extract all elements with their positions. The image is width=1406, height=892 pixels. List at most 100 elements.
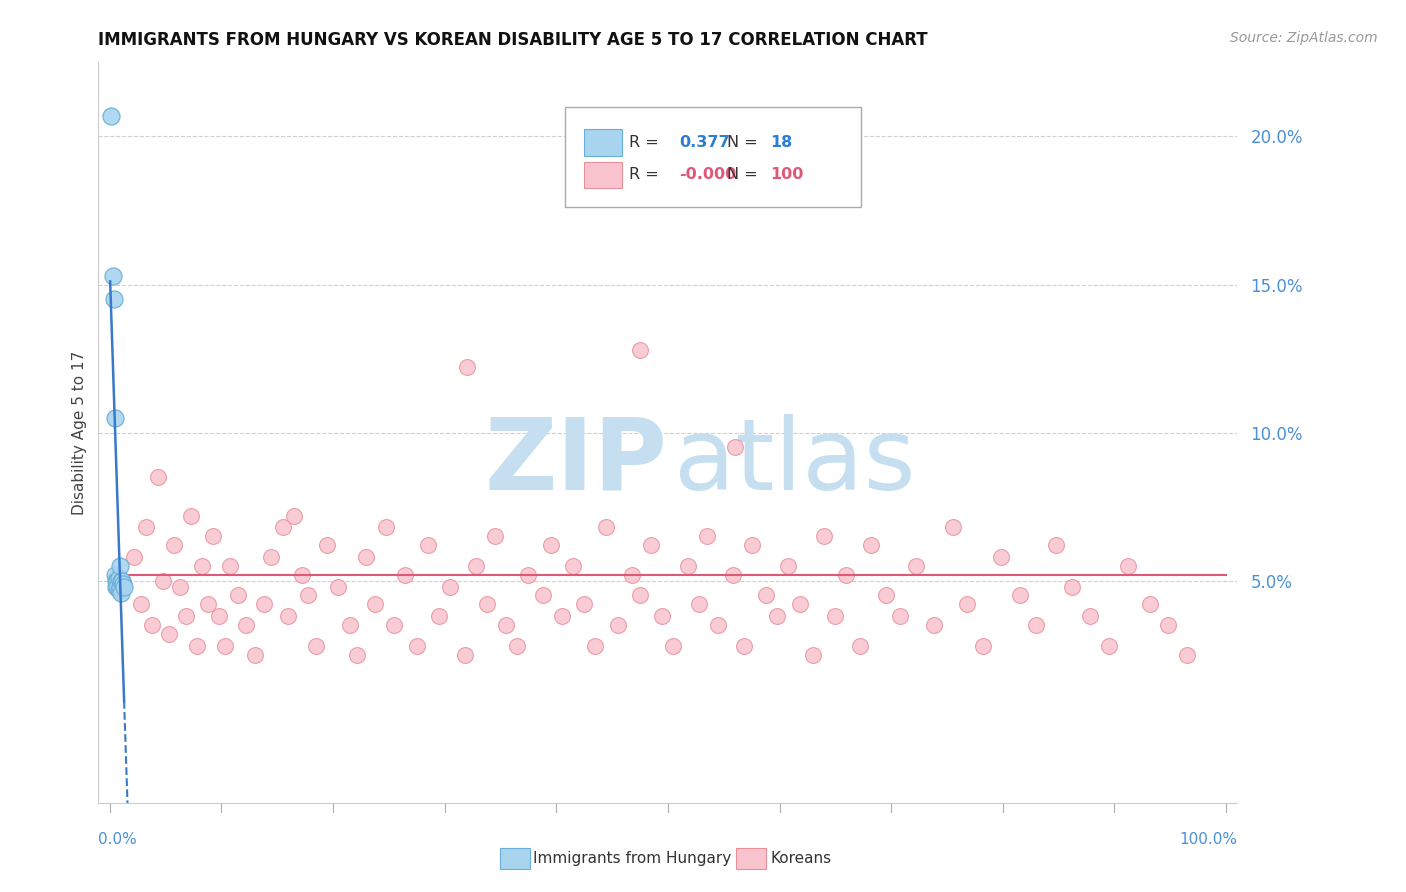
- Point: [101, 268, 124, 283]
- Point: [157, 627, 180, 641]
- Point: [103, 293, 125, 307]
- Point: [990, 549, 1012, 564]
- Point: [531, 589, 554, 603]
- Point: [271, 520, 294, 534]
- Point: [875, 589, 897, 603]
- Point: [456, 360, 478, 375]
- Text: R =: R =: [628, 168, 664, 183]
- Point: [243, 648, 266, 662]
- Point: [174, 609, 197, 624]
- Point: [169, 580, 191, 594]
- Y-axis label: Disability Age 5 to 17: Disability Age 5 to 17: [72, 351, 87, 515]
- Point: [495, 618, 517, 632]
- Point: [721, 567, 744, 582]
- FancyBboxPatch shape: [737, 848, 766, 870]
- Point: [942, 520, 965, 534]
- Text: Immigrants from Hungary: Immigrants from Hungary: [533, 851, 731, 866]
- Text: N =: N =: [727, 168, 763, 183]
- Point: [405, 639, 427, 653]
- Point: [849, 639, 872, 653]
- Point: [972, 639, 994, 653]
- Point: [186, 639, 208, 653]
- Text: 0.0%: 0.0%: [98, 832, 138, 847]
- Point: [1175, 648, 1198, 662]
- Point: [214, 639, 236, 653]
- Point: [235, 618, 257, 632]
- Text: N =: N =: [727, 135, 763, 150]
- Point: [107, 580, 129, 594]
- Point: [291, 567, 314, 582]
- Point: [595, 520, 617, 534]
- Point: [1139, 598, 1161, 612]
- Point: [778, 558, 800, 573]
- Point: [688, 598, 710, 612]
- Point: [766, 609, 789, 624]
- Point: [208, 609, 231, 624]
- Point: [416, 538, 439, 552]
- Point: [956, 598, 979, 612]
- Text: 0.377: 0.377: [679, 135, 730, 150]
- Point: [104, 567, 127, 582]
- Point: [755, 589, 778, 603]
- Point: [904, 558, 927, 573]
- Point: [394, 567, 416, 582]
- Text: Koreans: Koreans: [770, 851, 831, 866]
- FancyBboxPatch shape: [583, 161, 623, 188]
- Point: [110, 574, 132, 588]
- Point: [835, 567, 858, 582]
- Point: [1157, 618, 1180, 632]
- Point: [152, 574, 174, 588]
- Point: [112, 580, 135, 594]
- Point: [111, 576, 134, 591]
- Point: [640, 538, 662, 552]
- Point: [741, 538, 763, 552]
- Point: [253, 598, 276, 612]
- Point: [316, 538, 339, 552]
- Text: Source: ZipAtlas.com: Source: ZipAtlas.com: [1230, 31, 1378, 45]
- Point: [202, 529, 225, 543]
- Point: [105, 574, 128, 588]
- Point: [129, 598, 152, 612]
- Point: [1008, 589, 1031, 603]
- Point: [724, 441, 747, 455]
- Point: [696, 529, 718, 543]
- Point: [506, 639, 529, 653]
- Point: [789, 598, 811, 612]
- Point: [260, 549, 283, 564]
- Point: [180, 508, 202, 523]
- Point: [226, 589, 249, 603]
- Point: [104, 410, 127, 425]
- Point: [860, 538, 883, 552]
- Point: [1078, 609, 1101, 624]
- Point: [439, 580, 461, 594]
- Point: [339, 618, 361, 632]
- Point: [540, 538, 562, 552]
- Point: [346, 648, 368, 662]
- Point: [305, 639, 328, 653]
- FancyBboxPatch shape: [583, 129, 623, 156]
- Point: [100, 109, 122, 123]
- Point: [197, 598, 219, 612]
- Point: [662, 639, 685, 653]
- Point: [328, 580, 350, 594]
- Point: [922, 618, 945, 632]
- Point: [105, 580, 128, 594]
- Point: [583, 639, 606, 653]
- Point: [382, 618, 405, 632]
- Point: [297, 589, 319, 603]
- Point: [141, 618, 163, 632]
- Point: [1025, 618, 1047, 632]
- Point: [122, 549, 145, 564]
- Point: [107, 574, 129, 588]
- Point: [111, 574, 134, 588]
- Point: [676, 558, 699, 573]
- Point: [484, 529, 506, 543]
- Text: atlas: atlas: [673, 414, 915, 511]
- Point: [475, 598, 498, 612]
- Text: -0.000: -0.000: [679, 168, 737, 183]
- Point: [283, 508, 305, 523]
- Text: 100.0%: 100.0%: [1180, 832, 1237, 847]
- Point: [146, 470, 169, 484]
- Point: [191, 558, 214, 573]
- Text: 18: 18: [770, 135, 793, 150]
